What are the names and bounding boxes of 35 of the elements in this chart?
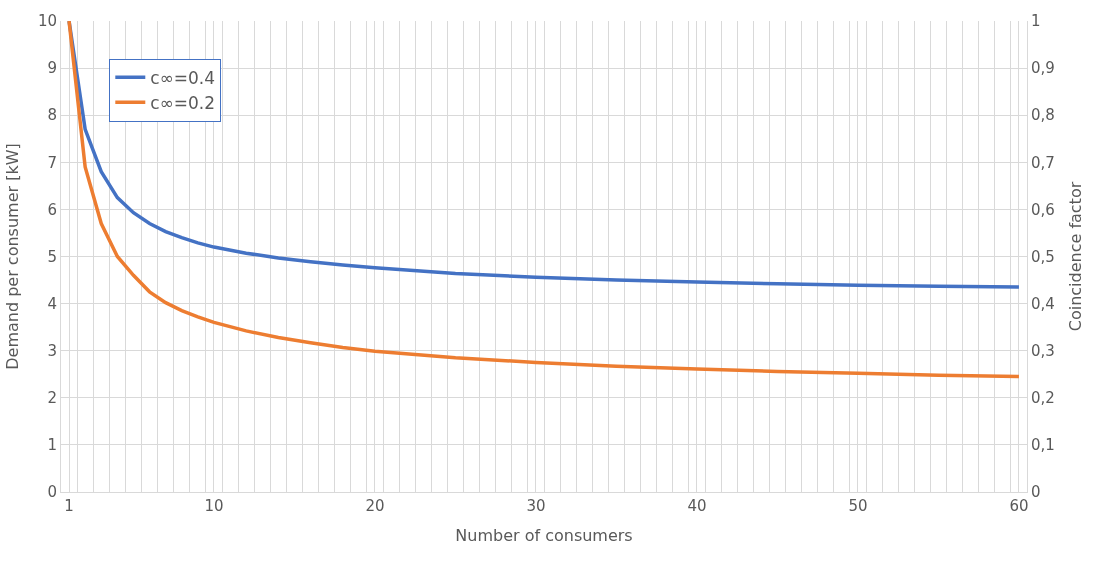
y2-tick-label: 0: [1031, 483, 1041, 502]
y-tick-label: 3: [47, 341, 57, 360]
x-tick-label: 60: [1009, 497, 1029, 515]
y2-tick-label: 1: [1031, 12, 1041, 31]
x-tick-label: 30: [526, 497, 546, 515]
y-tick-label: 1: [47, 436, 57, 455]
y2-tick-label: 0,6: [1031, 200, 1055, 219]
y2-tick-label: 0,3: [1031, 341, 1055, 360]
y2-tick-label: 0,8: [1031, 106, 1055, 125]
y-tick-label: 6: [47, 200, 57, 219]
y2-tick-label: 0,2: [1031, 389, 1055, 408]
y2-tick-label: 0,1: [1031, 436, 1055, 455]
x-tick-label: 40: [687, 497, 707, 515]
y-tick-label: 9: [47, 59, 57, 78]
y2-tick-label: 0,7: [1031, 153, 1055, 172]
legend-label: c∞=0.2: [150, 92, 216, 113]
y-tick-label: 2: [47, 389, 57, 408]
x-tick-label: 20: [365, 497, 385, 515]
y-tick-label: 0: [47, 483, 57, 502]
y2-tick-label: 0,9: [1031, 59, 1055, 78]
y-axis-title: Demand per consumer [kW]: [2, 143, 22, 370]
x-tick-label: 1: [64, 497, 74, 515]
x-axis-title: Number of consumers: [455, 525, 633, 545]
x-tick-label: 50: [848, 497, 868, 515]
y-tick-label: 8: [47, 106, 57, 125]
y-tick-label: 5: [47, 247, 57, 266]
y-tick-label: 4: [47, 294, 57, 313]
x-tick-label: 10: [204, 497, 224, 515]
y-tick-label: 10: [37, 12, 57, 31]
y2-tick-label: 0,4: [1031, 294, 1055, 313]
legend-label: c∞=0.4: [150, 67, 216, 88]
y-tick-label: 7: [47, 153, 57, 172]
y2-tick-label: 0,5: [1031, 247, 1055, 266]
y2-axis-title: Coincidence factor: [1065, 181, 1085, 332]
line-series: [67, 21, 1021, 379]
